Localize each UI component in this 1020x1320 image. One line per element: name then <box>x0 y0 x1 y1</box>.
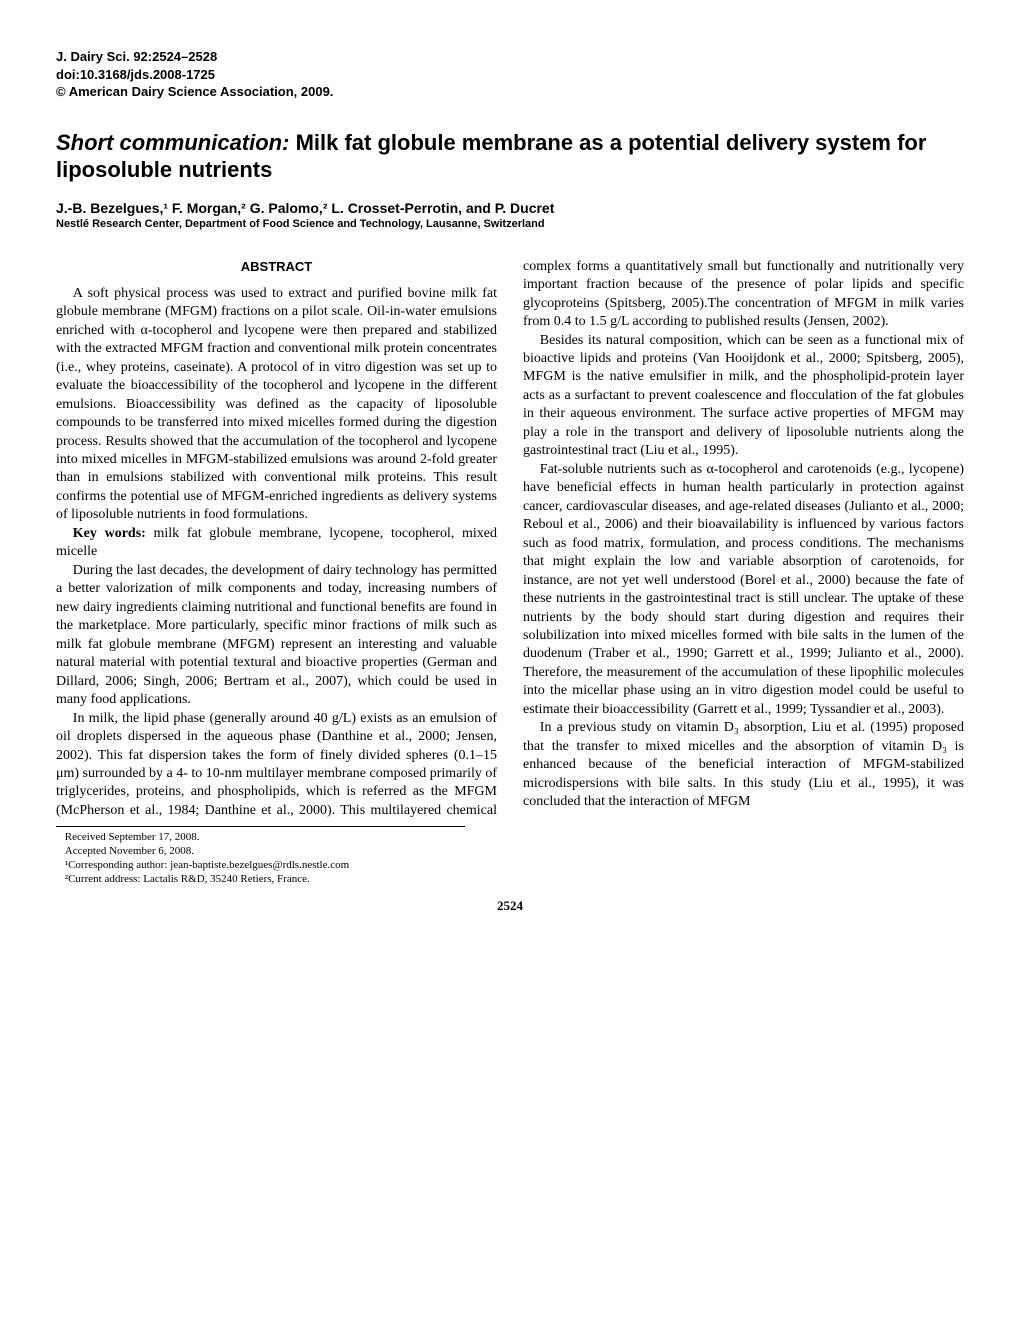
body-para-4: Fat-soluble nutrients such as α-tocopher… <box>523 461 964 720</box>
body-para-5: In a previous study on vitamin D₃ absorp… <box>523 719 964 811</box>
article-body-columns: ABSTRACT A soft physical process was use… <box>56 258 964 821</box>
body-para-1: During the last decades, the development… <box>56 562 497 710</box>
footnote-accepted: Accepted November 6, 2008. <box>56 845 465 859</box>
keywords-line: Key words: milk fat globule membrane, ly… <box>56 525 497 562</box>
footnote-received: Received September 17, 2008. <box>56 831 465 845</box>
journal-info: J. Dairy Sci. 92:2524–2528 doi:10.3168/j… <box>56 48 964 101</box>
journal-copyright: © American Dairy Science Association, 20… <box>56 83 964 101</box>
footnote-corresponding: ¹Corresponding author: jean-baptiste.bez… <box>56 859 465 873</box>
footnote-address: ²Current address: Lactalis R&D, 35240 Re… <box>56 873 465 887</box>
article-title: Short communication: Milk fat globule me… <box>56 129 964 184</box>
affiliation-line: Nestlé Research Center, Department of Fo… <box>56 218 964 230</box>
abstract-body: A soft physical process was used to extr… <box>56 285 497 525</box>
keywords-label: Key words: <box>73 526 146 541</box>
journal-doi: doi:10.3168/jds.2008-1725 <box>56 66 964 84</box>
journal-citation: J. Dairy Sci. 92:2524–2528 <box>56 48 964 66</box>
footnotes-block: Received September 17, 2008. Accepted No… <box>56 826 465 886</box>
authors-line: J.-B. Bezelgues,¹ F. Morgan,² G. Palomo,… <box>56 200 964 216</box>
title-prefix: Short communication: <box>56 130 289 155</box>
abstract-heading: ABSTRACT <box>56 258 497 275</box>
body-para-3: Besides its natural composition, which c… <box>523 332 964 461</box>
page-number: 2524 <box>56 898 964 914</box>
